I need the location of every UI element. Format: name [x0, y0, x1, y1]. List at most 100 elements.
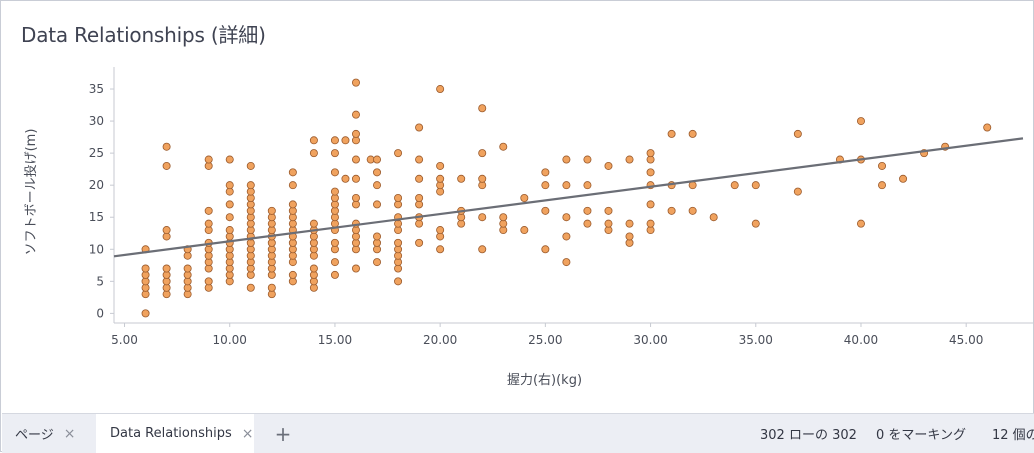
scatter-point[interactable] — [162, 226, 171, 235]
scatter-point[interactable] — [351, 110, 360, 119]
scatter-point[interactable] — [330, 238, 339, 247]
scatter-point[interactable] — [856, 219, 865, 228]
scatter-point[interactable] — [162, 161, 171, 170]
scatter-point[interactable] — [246, 161, 255, 170]
scatter-point[interactable] — [878, 161, 887, 170]
scatter-point[interactable] — [983, 123, 992, 132]
scatter-point[interactable] — [478, 213, 487, 222]
tab-data-relationships[interactable]: Data Relationships × — [96, 414, 254, 453]
scatter-point[interactable] — [309, 219, 318, 228]
scatter-point[interactable] — [478, 174, 487, 183]
scatter-point[interactable] — [793, 187, 802, 196]
scatter-point[interactable] — [751, 181, 760, 190]
scatter-point[interactable] — [562, 258, 571, 267]
scatter-point[interactable] — [562, 155, 571, 164]
scatter-point[interactable] — [309, 149, 318, 158]
scatter-point[interactable] — [436, 174, 445, 183]
scatter-point[interactable] — [225, 226, 234, 235]
scatter-point[interactable] — [457, 174, 466, 183]
scatter-point[interactable] — [625, 232, 634, 241]
scatter-point[interactable] — [667, 206, 676, 215]
scatter-point[interactable] — [225, 200, 234, 209]
data-points[interactable] — [141, 78, 992, 318]
scatter-point[interactable] — [394, 277, 403, 286]
scatter-point[interactable] — [667, 129, 676, 138]
scatter-point[interactable] — [583, 155, 592, 164]
scatter-point[interactable] — [162, 264, 171, 273]
scatter-point[interactable] — [330, 270, 339, 279]
scatter-point[interactable] — [204, 219, 213, 228]
scatter-point[interactable] — [541, 206, 550, 215]
scatter-point[interactable] — [183, 264, 192, 273]
scatter-point[interactable] — [246, 283, 255, 292]
scatter-point[interactable] — [478, 104, 487, 113]
scatter-point[interactable] — [499, 142, 508, 151]
scatter-point[interactable] — [583, 219, 592, 228]
scatter-point[interactable] — [246, 181, 255, 190]
scatter-point[interactable] — [373, 181, 382, 190]
scatter-point[interactable] — [309, 264, 318, 273]
scatter-point[interactable] — [394, 149, 403, 158]
scatter-point[interactable] — [436, 85, 445, 94]
scatter-point[interactable] — [373, 155, 382, 164]
scatter-point[interactable] — [625, 219, 634, 228]
scatter-point[interactable] — [204, 155, 213, 164]
scatter-point[interactable] — [730, 181, 739, 190]
scatter-point[interactable] — [562, 181, 571, 190]
scatter-point[interactable] — [415, 155, 424, 164]
scatter-point[interactable] — [646, 219, 655, 228]
close-icon[interactable]: × — [241, 425, 254, 442]
scatter-point[interactable] — [415, 193, 424, 202]
scatter-point[interactable] — [373, 168, 382, 177]
scatter-point[interactable] — [688, 129, 697, 138]
scatter-point[interactable] — [646, 200, 655, 209]
scatter-point[interactable] — [415, 174, 424, 183]
scatter-point[interactable] — [288, 168, 297, 177]
scatter-point[interactable] — [583, 206, 592, 215]
scatter-point[interactable] — [288, 200, 297, 209]
scatter-point[interactable] — [478, 149, 487, 158]
scatter-point[interactable] — [478, 245, 487, 254]
scatter-point[interactable] — [330, 258, 339, 267]
scatter-point[interactable] — [162, 142, 171, 151]
scatter-point[interactable] — [351, 193, 360, 202]
scatter-point[interactable] — [688, 206, 697, 215]
scatter-point[interactable] — [856, 117, 865, 126]
scatter-point[interactable] — [204, 277, 213, 286]
scatter-point[interactable] — [541, 181, 550, 190]
scatter-point[interactable] — [541, 245, 550, 254]
scatter-point[interactable] — [646, 149, 655, 158]
scatter-point[interactable] — [436, 245, 445, 254]
scatter-point[interactable] — [288, 270, 297, 279]
scatter-point[interactable] — [309, 136, 318, 145]
scatter-point[interactable] — [415, 123, 424, 132]
scatter-point[interactable] — [562, 213, 571, 222]
scatter-point[interactable] — [204, 206, 213, 215]
scatter-point[interactable] — [373, 200, 382, 209]
scatter-point[interactable] — [373, 258, 382, 267]
scatter-point[interactable] — [330, 136, 339, 145]
scatter-point[interactable] — [288, 181, 297, 190]
scatter-point[interactable] — [878, 181, 887, 190]
scatter-point[interactable] — [520, 226, 529, 235]
scatter-point[interactable] — [646, 168, 655, 177]
scatter-point[interactable] — [330, 187, 339, 196]
scatter-point[interactable] — [436, 161, 445, 170]
scatter-point[interactable] — [899, 174, 908, 183]
scatter-point[interactable] — [625, 155, 634, 164]
scatter-point[interactable] — [541, 168, 550, 177]
scatter-point[interactable] — [351, 174, 360, 183]
scatter-point[interactable] — [341, 136, 350, 145]
scatter-point[interactable] — [141, 264, 150, 273]
close-icon[interactable]: × — [63, 425, 76, 442]
scatter-point[interactable] — [141, 309, 150, 318]
scatter-point[interactable] — [499, 213, 508, 222]
scatter-point[interactable] — [394, 193, 403, 202]
scatter-point[interactable] — [709, 213, 718, 222]
scatter-point[interactable] — [341, 174, 350, 183]
add-page-button[interactable]: + — [274, 421, 292, 446]
scatter-point[interactable] — [751, 219, 760, 228]
scatter-point[interactable] — [351, 78, 360, 87]
scatter-point[interactable] — [225, 213, 234, 222]
scatter-point[interactable] — [351, 264, 360, 273]
